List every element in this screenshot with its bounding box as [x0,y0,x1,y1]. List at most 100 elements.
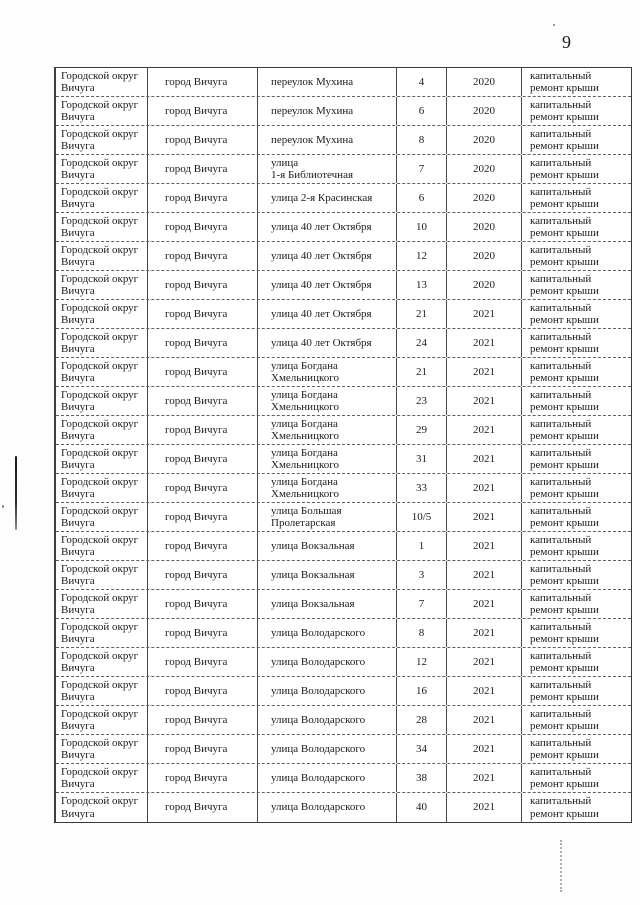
cell-district: Городской округ Вичуга [56,126,148,154]
scan-artifact-left-dot [2,505,4,508]
cell-year: 2021 [447,503,522,531]
table-row: Городской округ Вичуга город Вичуга улиц… [56,706,631,735]
cell-street: улица Володарского [258,793,397,822]
table-row: Городской округ Вичуга город Вичуга улиц… [56,416,631,445]
cell-year: 2021 [447,300,522,328]
cell-work-type: капитальный ремонт крыши [530,98,599,124]
cell-district: Городской округ Вичуга [56,300,148,328]
cell-district: Городской округ Вичуга [56,68,148,96]
cell-work-type: капитальный ремонт крыши [530,127,599,153]
cell-year: 2020 [447,242,522,270]
cell-street: переулок Мухина [258,68,397,96]
table-row: Городской округ Вичуга город Вичуга улиц… [56,619,631,648]
cell-house-number: 10/5 [397,503,447,531]
cell-house-number: 38 [397,764,447,792]
cell-year: 2020 [447,271,522,299]
table-row: Городской округ Вичуга город Вичуга улиц… [56,793,631,822]
cell-year: 2021 [447,735,522,763]
cell-house-number: 3 [397,561,447,589]
cell-district: Городской округ Вичуга [56,155,148,183]
cell-house-number: 16 [397,677,447,705]
table-row: Городской округ Вичуга город Вичуга улиц… [56,358,631,387]
cell-house-number: 24 [397,329,447,357]
cell-city: город Вичуга [148,474,258,502]
table-row: Городской округ Вичуга город Вичуга улиц… [56,677,631,706]
cell-street: переулок Мухина [258,126,397,154]
cell-year: 2021 [447,706,522,734]
cell-city: город Вичуга [148,416,258,444]
cell-street: улица Богдана Хмельницкого [258,387,397,415]
table-row: Городской округ Вичуга город Вичуга улиц… [56,271,631,300]
cell-district: Городской округ Вичуга [56,793,148,822]
cell-year: 2021 [447,648,522,676]
cell-year: 2020 [447,126,522,154]
cell-work-type: капитальный ремонт крыши [530,562,599,588]
cell-street: улица 40 лет Октября [258,329,397,357]
page-number: 9 [562,32,571,52]
cell-work-type: капитальный ремонт крыши [530,388,599,414]
table-row: Городской округ Вичуга город Вичуга улиц… [56,532,631,561]
cell-work-type: капитальный ремонт крыши [530,359,599,385]
cell-year: 2021 [447,358,522,386]
cell-work-type: капитальный ремонт крыши [530,156,599,182]
cell-street: улица Вокзальная [258,532,397,560]
scan-artifact-speck [553,24,555,26]
cell-city: город Вичуга [148,561,258,589]
cell-city: город Вичуга [148,242,258,270]
table-row: Городской округ Вичуга город Вичуга улиц… [56,242,631,271]
table-row: Городской округ Вичуга город Вичуга улиц… [56,561,631,590]
cell-work-type: капитальный ремонт крыши [530,417,599,443]
cell-city: город Вичуга [148,126,258,154]
cell-work-type: капитальный ремонт крыши [530,795,599,820]
cell-district: Городской округ Вичуга [56,387,148,415]
cell-city: город Вичуга [148,68,258,96]
cell-work-type: капитальный ремонт крыши [530,243,599,269]
cell-city: город Вичуга [148,445,258,473]
cell-street: улица Володарского [258,648,397,676]
table-row: Городской округ Вичуга город Вичуга пере… [56,126,631,155]
cell-year: 2021 [447,793,522,822]
table-row: Городской округ Вичуга город Вичуга улиц… [56,387,631,416]
cell-street: улица Володарского [258,735,397,763]
cell-street: улица Богдана Хмельницкого [258,474,397,502]
cell-year: 2020 [447,68,522,96]
cell-street: улица Володарского [258,706,397,734]
cell-year: 2020 [447,213,522,241]
cell-house-number: 12 [397,242,447,270]
cell-house-number: 23 [397,387,447,415]
cell-district: Городской округ Вичуга [56,706,148,734]
cell-city: город Вичуга [148,184,258,212]
cell-year: 2021 [447,416,522,444]
cell-house-number: 21 [397,300,447,328]
cell-district: Городской округ Вичуга [56,271,148,299]
cell-street: улица Богдана Хмельницкого [258,416,397,444]
cell-year: 2021 [447,764,522,792]
cell-street: улица Вокзальная [258,590,397,618]
cell-district: Городской округ Вичуга [56,561,148,589]
cell-city: город Вичуга [148,503,258,531]
table-row: Городской округ Вичуга город Вичуга улиц… [56,184,631,213]
cell-year: 2020 [447,184,522,212]
cell-work-type: капитальный ремонт крыши [530,301,599,327]
cell-city: город Вичуга [148,387,258,415]
cell-work-type: капитальный ремонт крыши [530,649,599,675]
cell-street: переулок Мухина [258,97,397,125]
cell-work-type: капитальный ремонт крыши [530,330,599,356]
cell-work-type: капитальный ремонт крыши [530,591,599,617]
table-row: Городской округ Вичуга город Вичуга улиц… [56,213,631,242]
cell-work-type: капитальный ремонт крыши [530,736,599,762]
table-row: Городской округ Вичуга город Вичуга улиц… [56,590,631,619]
cell-street: улица 40 лет Октября [258,242,397,270]
scan-artifact-dotted-trail [560,840,562,892]
cell-house-number: 21 [397,358,447,386]
cell-street: улица Володарского [258,677,397,705]
cell-city: город Вичуга [148,271,258,299]
table-row: Городской округ Вичуга город Вичуга улиц… [56,155,631,184]
cell-city: город Вичуга [148,735,258,763]
cell-district: Городской округ Вичуга [56,648,148,676]
cell-work-type: капитальный ремонт крыши [530,214,599,240]
cell-year: 2021 [447,619,522,647]
cell-work-type: капитальный ремонт крыши [530,620,599,646]
cell-house-number: 28 [397,706,447,734]
